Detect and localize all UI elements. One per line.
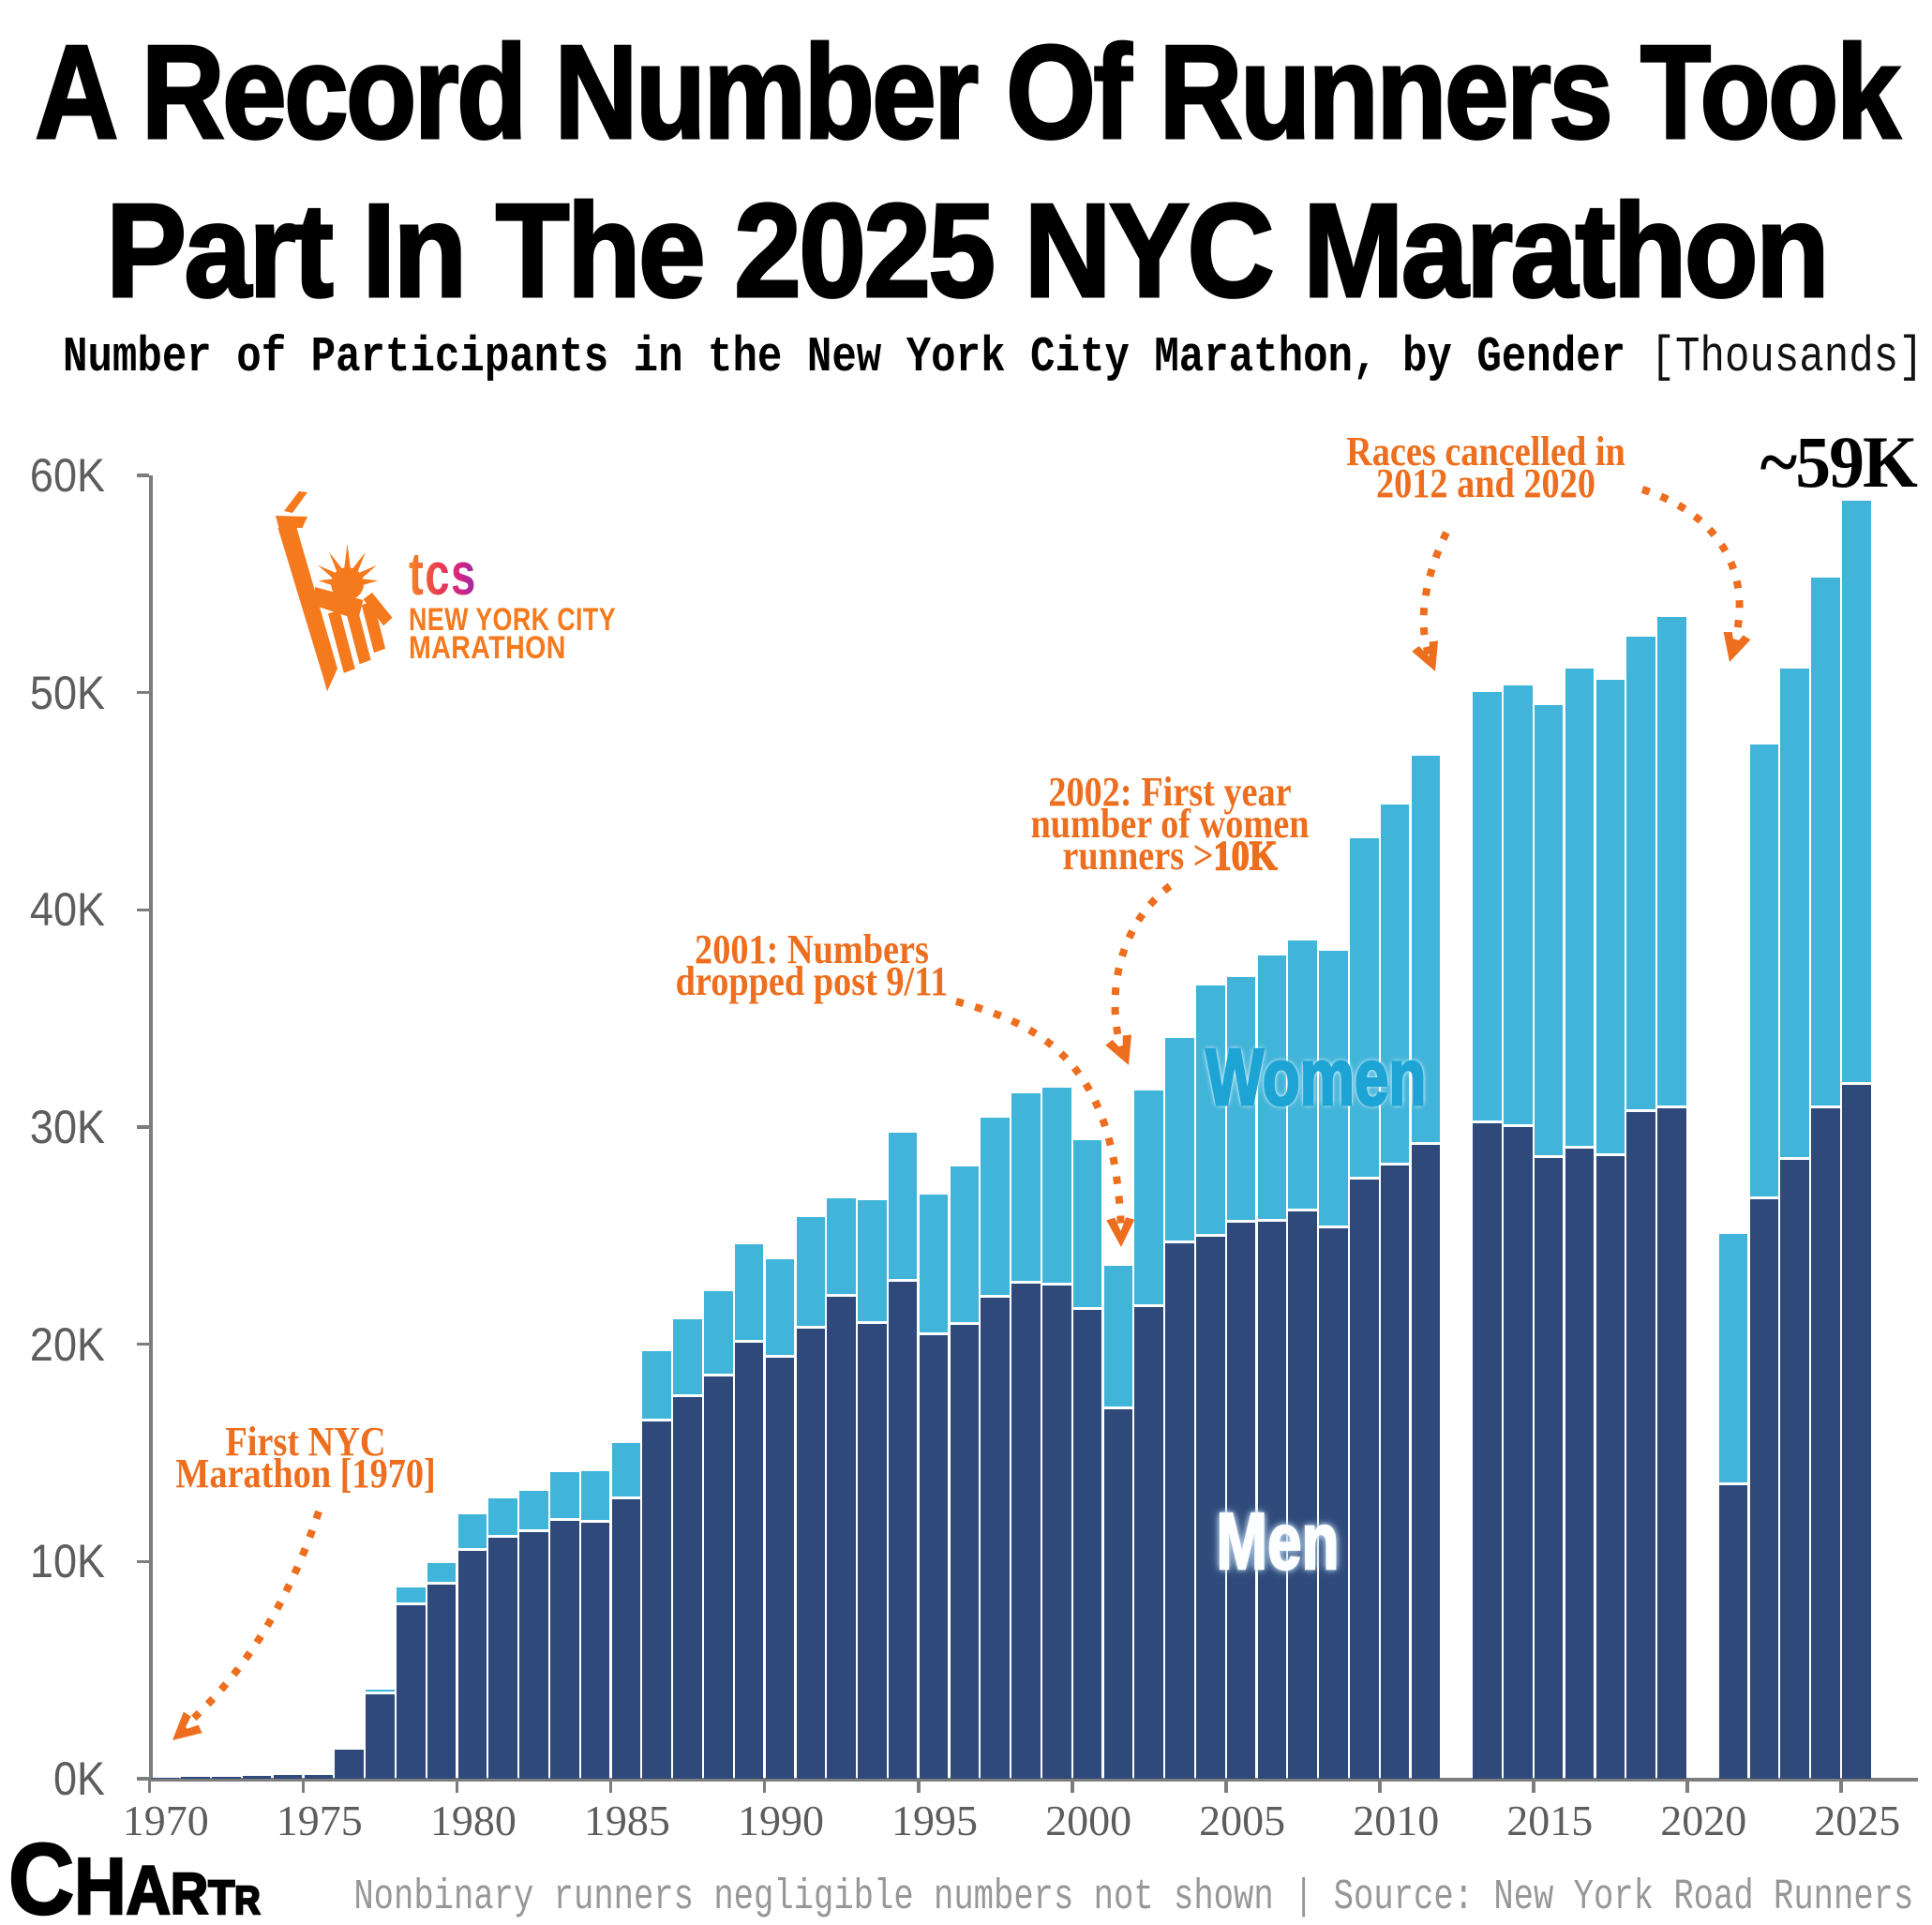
- svg-text:tcs: tcs: [409, 540, 477, 608]
